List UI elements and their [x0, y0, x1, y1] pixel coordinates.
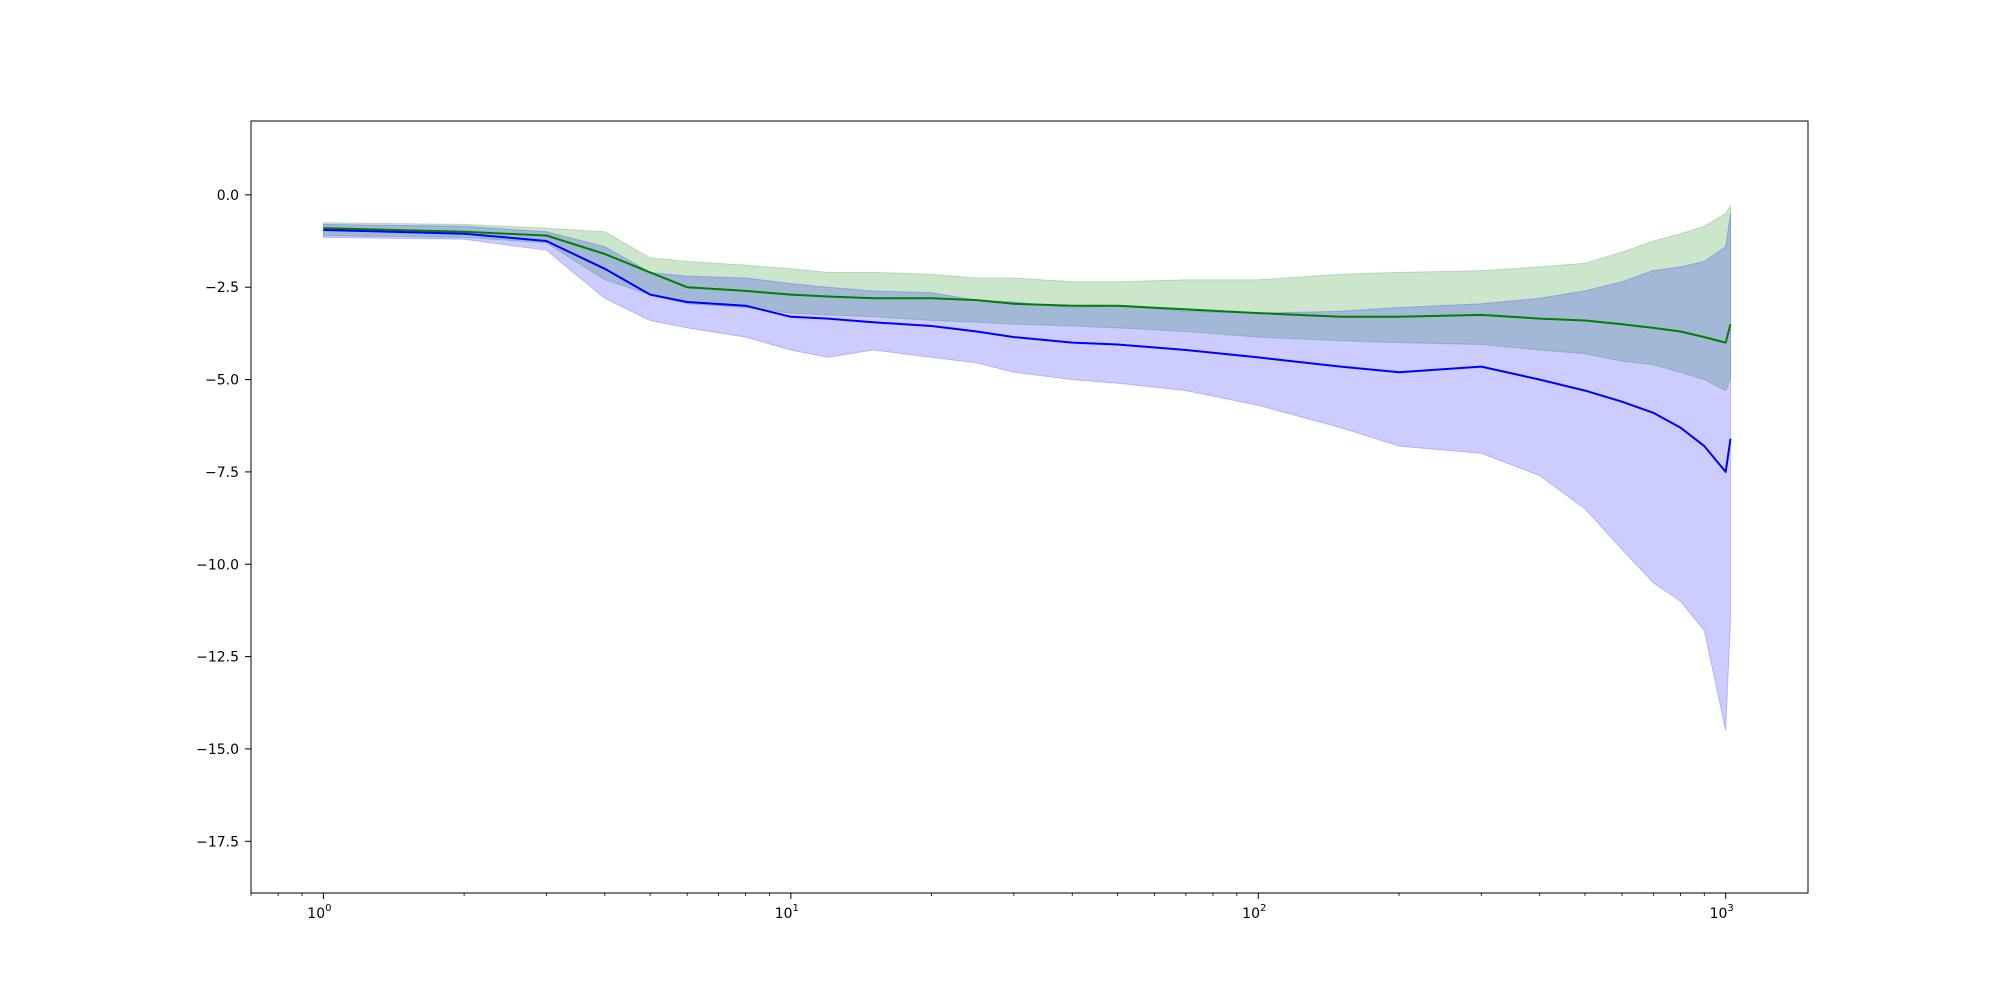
y-tick-label: −7.5: [205, 465, 239, 481]
y-tick-label: 0.0: [217, 188, 239, 204]
x-tick-label: 102: [1242, 903, 1266, 922]
y-tick-label: −2.5: [205, 280, 239, 296]
series-0-line: [323, 227, 1732, 344]
series-0-band: [322, 204, 1731, 392]
series-1-line: [323, 229, 1732, 473]
x-tick-label: 103: [1710, 903, 1734, 922]
confidence-bands: [322, 204, 1731, 731]
y-tick-label: −17.5: [196, 834, 239, 850]
y-tick-label: −10.0: [196, 557, 239, 573]
series-lines: [323, 227, 1732, 473]
y-tick-label: −15.0: [196, 742, 239, 758]
axis-ticks: 0.0 −2.5 −5.0 −7.5 −10.0 −12.5 −15.0 −17.5 100 10…: [196, 188, 1734, 922]
plot-area-frame: [250, 120, 1809, 894]
series-1-band: [322, 213, 1731, 731]
y-tick-label: −12.5: [196, 650, 239, 666]
x-tick-label: 100: [307, 903, 331, 922]
y-tick-label: −5.0: [205, 373, 239, 389]
x-tick-label: 101: [775, 903, 799, 922]
